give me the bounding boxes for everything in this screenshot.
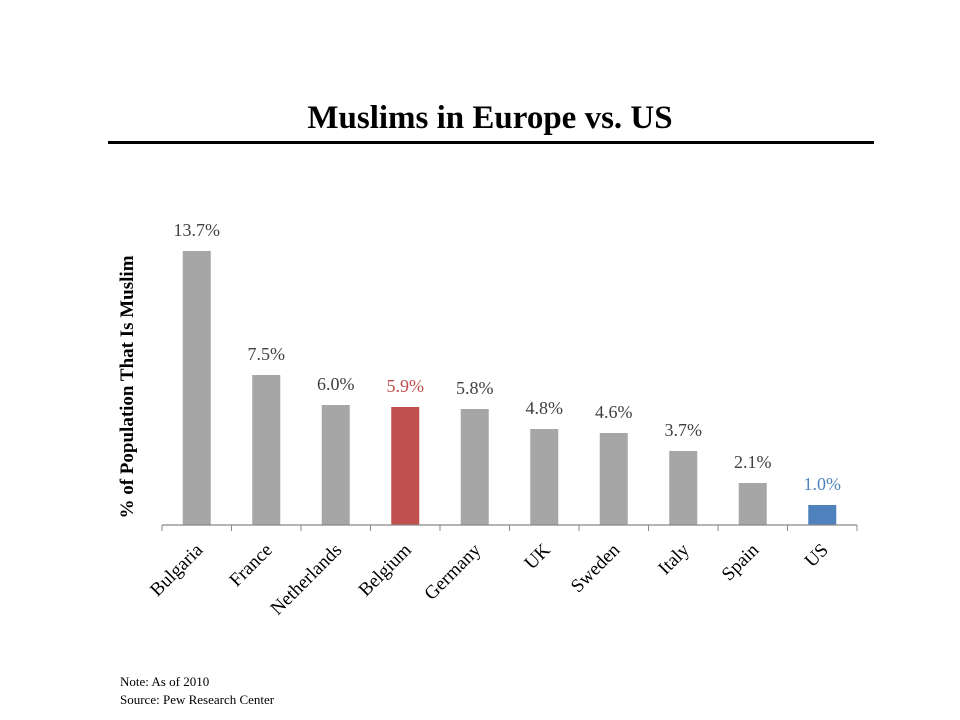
bar-italy — [669, 451, 698, 525]
value-label-us: 1.0% — [804, 474, 842, 494]
page-title: Muslims in Europe vs. US — [307, 100, 673, 136]
category-label-france: France — [225, 540, 276, 591]
value-label-belgium: 5.9% — [387, 376, 425, 396]
bar-belgium — [391, 407, 420, 525]
bar-netherlands — [321, 405, 350, 525]
value-label-bulgaria: 13.7% — [174, 220, 221, 240]
y-axis-label: % of Population That Is Muslim — [117, 255, 138, 518]
footnote: Note: As of 2010 Source: Pew Research Ce… — [120, 673, 274, 709]
value-label-italy: 3.7% — [665, 420, 703, 440]
category-label-spain: Spain — [718, 539, 764, 585]
title-divider — [108, 141, 874, 144]
bar-france — [252, 375, 281, 525]
category-label-germany: Germany — [420, 539, 485, 604]
bar-spain — [738, 483, 767, 525]
category-label-netherlands: Netherlands — [267, 540, 347, 620]
bar-germany — [460, 409, 489, 525]
category-label-italy: Italy — [654, 539, 694, 579]
value-label-france: 7.5% — [248, 344, 286, 364]
value-label-germany: 5.8% — [456, 378, 494, 398]
note-text: Note: As of 2010 — [120, 674, 210, 689]
bar-us — [808, 505, 837, 525]
category-label-bulgaria: Bulgaria — [146, 539, 208, 601]
category-label-sweden: Sweden — [567, 539, 625, 597]
value-label-netherlands: 6.0% — [317, 374, 355, 394]
value-label-sweden: 4.6% — [595, 402, 633, 422]
category-label-uk: UK — [521, 539, 555, 573]
source-text: Source: Pew Research Center — [120, 692, 275, 707]
category-label-us: US — [801, 540, 833, 572]
bar-uk — [530, 429, 559, 525]
value-labels-group: 13.7% 7.5% 6.0% 5.9% 5.8% 4.8% 4.6% 3.7% 2.1% 1.0… — [174, 220, 842, 494]
value-label-spain: 2.1% — [734, 452, 772, 472]
x-ticks-group — [161, 525, 858, 531]
bar-sweden — [599, 433, 628, 525]
category-label-belgium: Belgium — [355, 540, 416, 601]
value-label-uk: 4.8% — [526, 398, 564, 418]
bars-group — [182, 251, 837, 525]
bar-bulgaria — [182, 251, 211, 525]
